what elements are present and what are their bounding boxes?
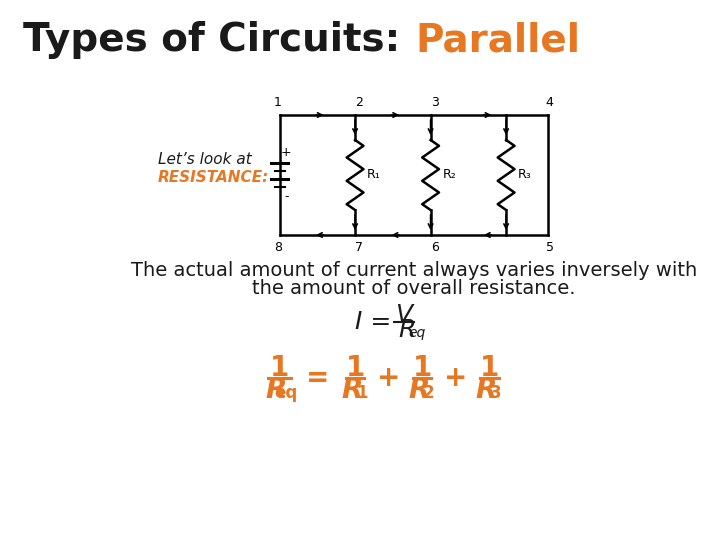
Text: 3: 3 [431,96,438,109]
Text: R₂: R₂ [442,168,456,181]
Text: R: R [399,318,416,342]
Text: 1: 1 [346,354,365,382]
Text: 3: 3 [490,384,502,402]
Text: RESISTANCE:: RESISTANCE: [158,171,269,186]
Text: Parallel: Parallel [415,21,580,59]
Text: 1: 1 [270,354,289,382]
Text: R: R [475,376,497,404]
Text: 5: 5 [546,241,554,254]
Text: 1: 1 [480,354,499,382]
Text: eq: eq [274,384,298,402]
Text: eq: eq [409,326,426,340]
Text: The actual amount of current always varies inversely with: The actual amount of current always vari… [131,260,697,280]
Text: 1: 1 [356,384,367,402]
Text: 1: 1 [413,354,432,382]
Text: R: R [266,376,287,404]
Text: -: - [284,191,289,204]
Text: the amount of overall resistance.: the amount of overall resistance. [252,279,575,298]
Text: 1: 1 [274,96,282,109]
Text: 8: 8 [274,241,282,254]
Text: +: + [444,364,467,392]
Text: =: = [305,364,329,392]
Text: 7: 7 [355,241,364,254]
Text: R: R [341,376,362,404]
Text: R: R [408,376,430,404]
Text: +: + [377,364,400,392]
Text: 6: 6 [431,241,438,254]
Text: R₁: R₁ [366,168,381,181]
Text: R₃: R₃ [518,168,531,181]
Text: Types of Circuits:: Types of Circuits: [23,21,414,59]
Text: V: V [395,303,413,327]
Text: I =: I = [356,310,392,334]
Text: +: + [281,146,292,159]
Text: 2: 2 [423,384,435,402]
Text: 2: 2 [356,96,363,109]
Text: Let’s look at: Let’s look at [158,152,252,167]
Text: 4: 4 [546,96,554,109]
